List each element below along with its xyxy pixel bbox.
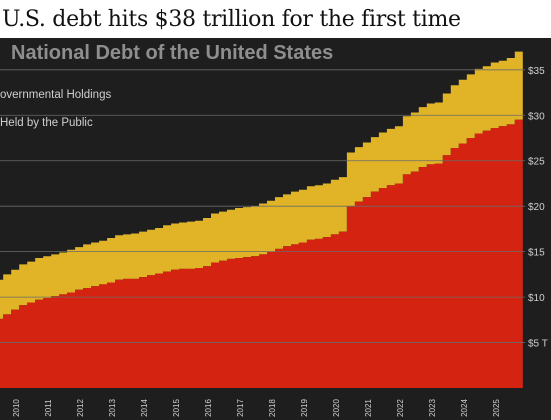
area-layers (0, 51, 523, 388)
x-tick-label: 2019 (300, 399, 309, 417)
x-tick-label: 2018 (268, 399, 277, 417)
x-tick-label: 2024 (460, 399, 469, 417)
chart-title: National Debt of the United States (11, 42, 333, 64)
area-intragovernmental-holdings (0, 51, 523, 319)
y-tick-label: $5 T (528, 339, 548, 350)
x-tick-label: 2023 (428, 399, 437, 417)
x-tick-label: 2016 (204, 399, 213, 417)
headline: U.S. debt hits $38 trillion for the firs… (2, 7, 461, 32)
x-tick-label: 2010 (12, 399, 21, 417)
y-tick-label: $15 (528, 248, 545, 259)
x-tick-label: 2017 (236, 399, 245, 417)
area-debt-held-by-public (0, 119, 523, 388)
x-tick-label: 2015 (172, 399, 181, 417)
legend-debt-held-by-public: Held by the Public (0, 117, 93, 129)
y-tick-label: $30 (528, 111, 545, 122)
legend-intragovernmental-holdings: overnmental Holdings (0, 89, 111, 101)
x-tick-label: 2014 (140, 399, 149, 417)
y-tick-label: $20 (528, 202, 545, 213)
x-tick-label: 2011 (44, 399, 53, 417)
x-axis-ticks: 2010 2011 2012 2013 2014 2015 2016 2017 2018 2019… (12, 399, 501, 417)
x-tick-label: 2020 (332, 399, 341, 417)
y-tick-label: $35 (528, 66, 545, 77)
y-tick-label: $10 (528, 293, 545, 304)
y-axis-ticks: $5 T $10 $15 $20 $25 $30 $35 (528, 66, 548, 350)
x-tick-label: 2013 (108, 399, 117, 417)
y-tick-label: $25 (528, 157, 545, 168)
x-tick-label: 2025 (492, 399, 501, 417)
debt-chart: $5 T$10$15$20$25$30$35 2010 2011 2012 2013 2… (0, 38, 551, 420)
x-tick-label: 2022 (396, 399, 405, 417)
gridlines (0, 69, 525, 343)
x-tick-label: 2021 (364, 399, 373, 417)
x-tick-label: 2012 (76, 399, 85, 417)
